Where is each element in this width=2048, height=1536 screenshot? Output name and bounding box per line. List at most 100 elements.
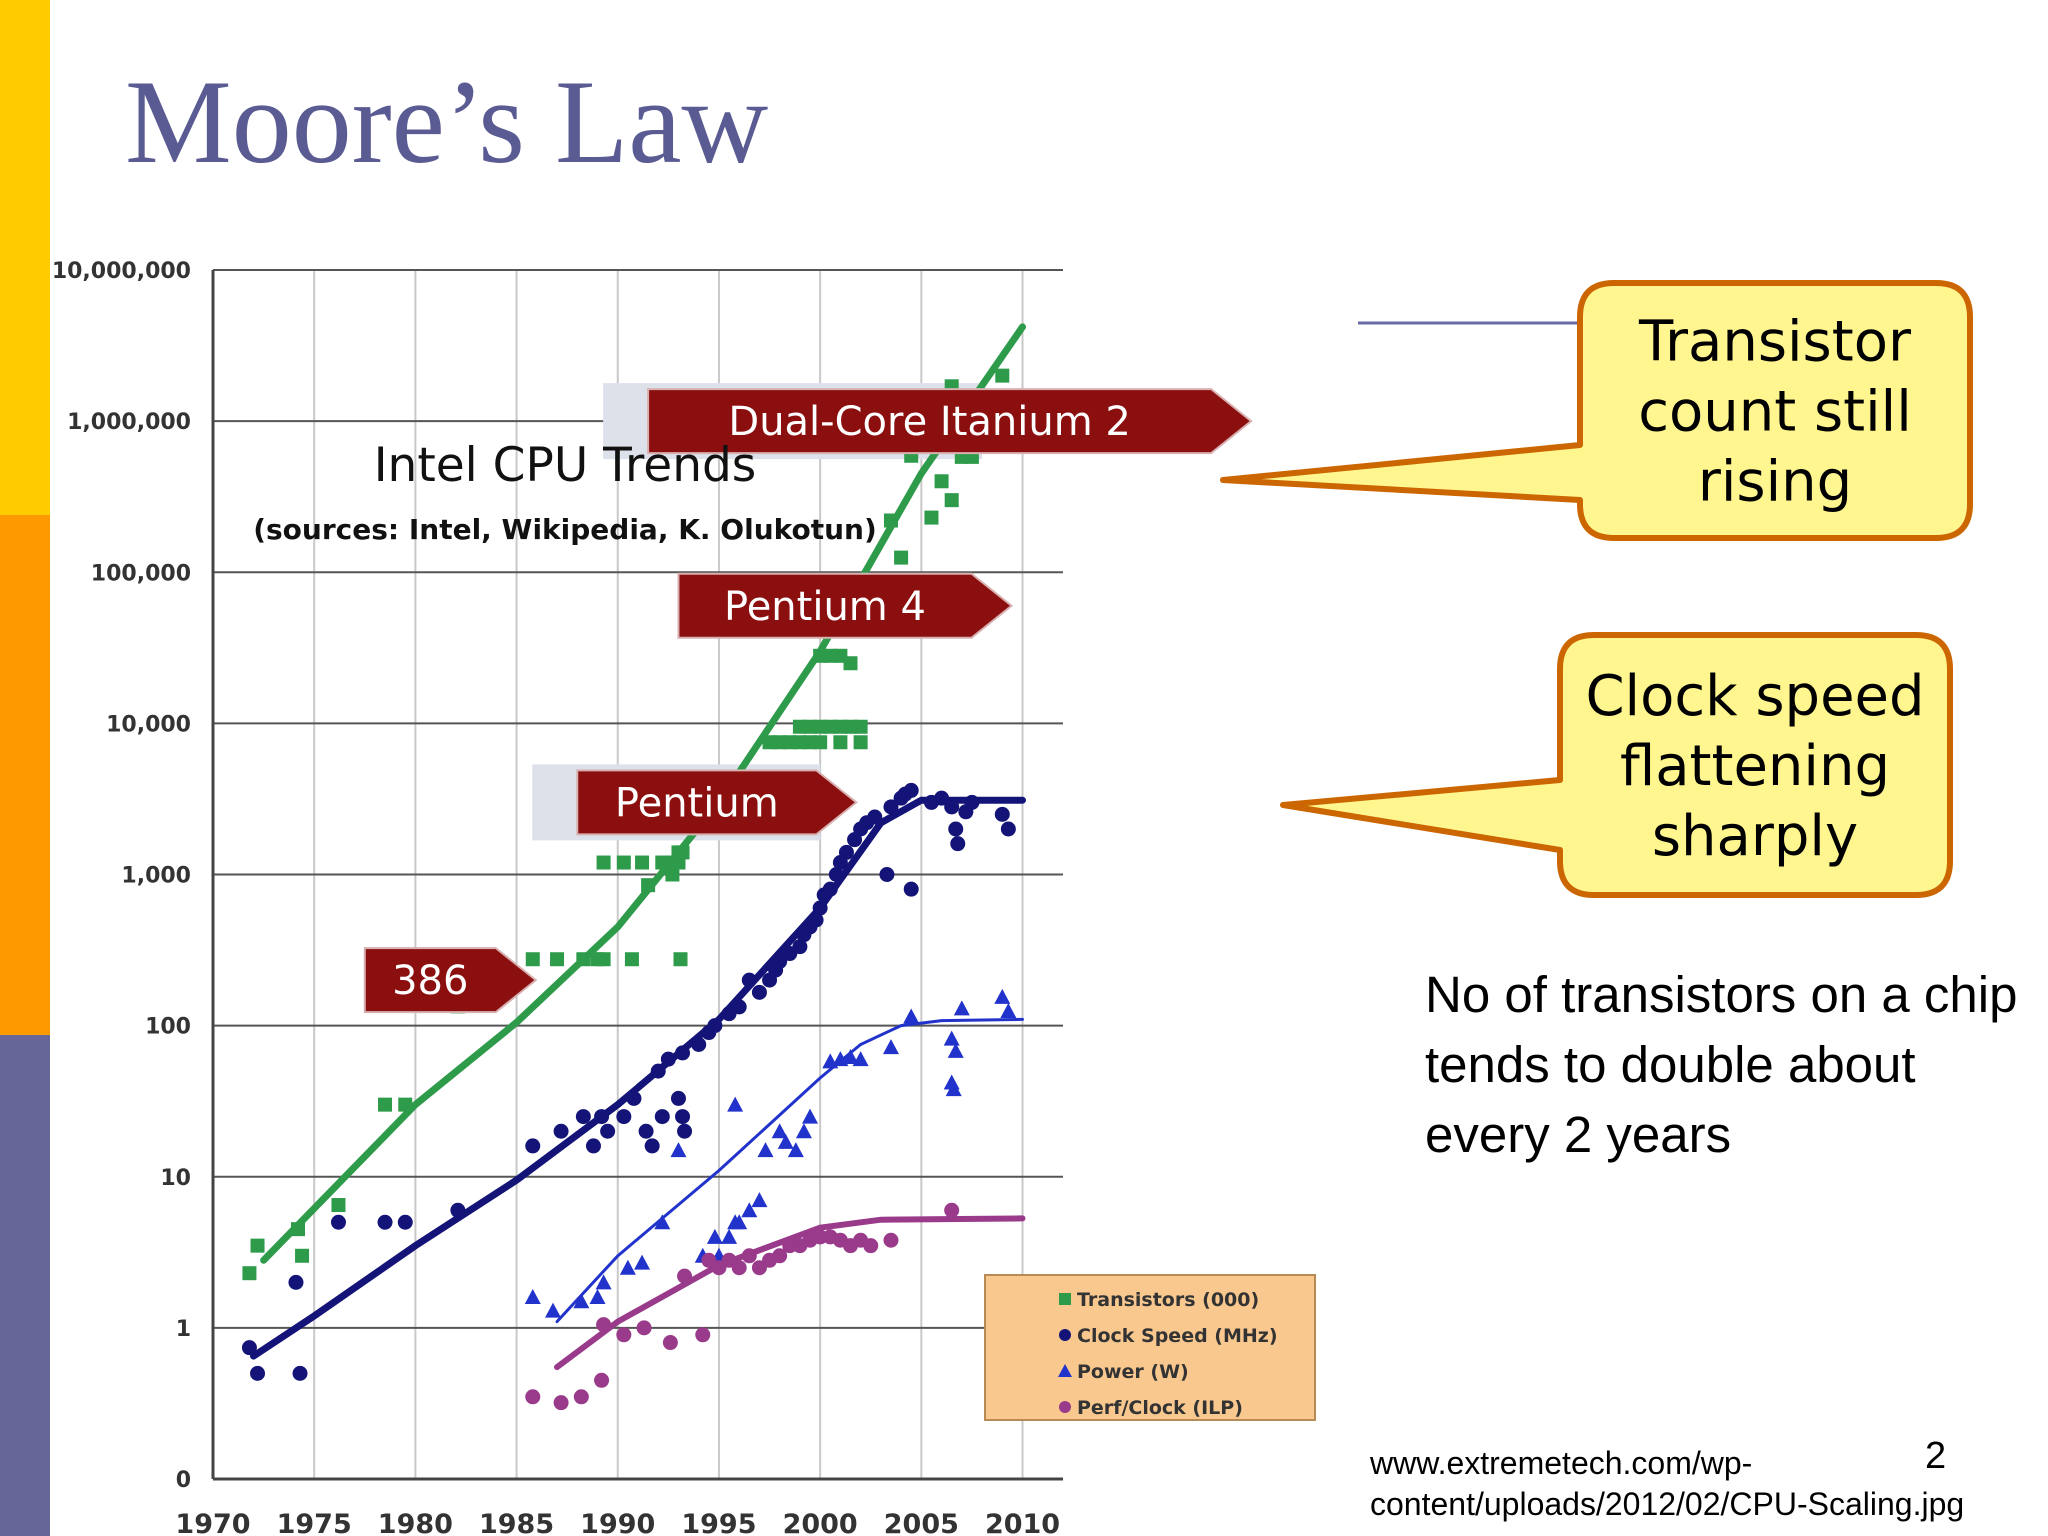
data-point-clock	[677, 1123, 693, 1139]
processor-label: Pentium 4	[724, 584, 926, 630]
data-point-clock	[707, 1018, 723, 1034]
data-point-clock	[792, 939, 808, 955]
processor-label: Pentium	[615, 780, 779, 826]
callout-text-line: sharply	[1652, 804, 1858, 869]
data-point-ilp	[863, 1238, 879, 1254]
data-point-ilp	[662, 1335, 678, 1351]
callout-text-line: count still	[1638, 380, 1912, 445]
data-point-ilp	[883, 1232, 899, 1248]
data-point-clock	[241, 1340, 257, 1356]
data-point-clock	[731, 999, 747, 1015]
data-point-power	[947, 1042, 964, 1058]
data-point-ilp	[636, 1320, 652, 1336]
data-point-transistors	[525, 952, 540, 967]
data-point-clock	[812, 900, 828, 916]
data-point-clock	[867, 809, 883, 825]
data-point-transistors	[944, 493, 959, 508]
data-point-transistors	[295, 1248, 310, 1263]
data-point-clock	[691, 1037, 707, 1053]
legend-label: Power (W)	[1077, 1361, 1189, 1383]
y-tick-label: 1	[176, 1317, 191, 1342]
data-point-clock	[585, 1138, 601, 1154]
chart-subtitle: (sources: Intel, Wikipedia, K. Olukotun)	[253, 513, 877, 546]
x-tick-label: 2010	[985, 1509, 1060, 1535]
x-tick-label: 1985	[479, 1509, 554, 1535]
data-point-clock	[828, 867, 844, 882]
data-point-clock	[650, 1063, 666, 1079]
data-point-transistors	[883, 513, 898, 528]
data-point-clock	[644, 1138, 660, 1154]
page-number: 2	[1925, 1435, 1947, 1477]
data-point-transistors	[675, 845, 690, 860]
data-point-transistors	[576, 952, 591, 967]
data-point-clock	[654, 1109, 670, 1125]
x-tick-label: 1975	[277, 1509, 352, 1535]
data-point-clock	[626, 1090, 642, 1106]
data-point-transistors	[596, 952, 611, 967]
y-tick-label: 1,000,000	[67, 410, 191, 435]
data-point-clock	[1000, 821, 1016, 837]
x-tick-label: 1970	[175, 1509, 250, 1535]
processor-label-arrow	[576, 769, 858, 836]
intel-cpu-trends-chart: 1970 1975 1980 1985 1990 1995 2000 2005 2010 0 1 10…	[52, 259, 1316, 1535]
callout-text-line: Transistor	[1638, 310, 1912, 375]
processor-label: 386	[392, 958, 468, 1004]
legend-label: Clock Speed (MHz)	[1077, 1325, 1278, 1347]
data-point-clock	[553, 1123, 569, 1139]
data-point-power	[771, 1123, 788, 1139]
data-point-clock	[575, 1109, 591, 1125]
processor-label: Dual-Core Itanium 2	[728, 399, 1130, 445]
data-point-transistors	[331, 1198, 346, 1213]
data-point-power	[654, 1214, 671, 1230]
data-point-clock	[994, 806, 1010, 822]
slide-title: Moore’s Law	[125, 55, 769, 188]
data-point-ilp	[677, 1268, 693, 1284]
data-point-clock	[638, 1123, 654, 1139]
x-tick-label: 1995	[681, 1509, 756, 1535]
data-point-transistors	[665, 867, 680, 882]
data-point-clock	[670, 1090, 686, 1106]
data-point-clock	[250, 1365, 266, 1381]
y-tick-label: 10,000,000	[52, 259, 191, 284]
legend-box	[984, 1274, 1316, 1421]
data-point-power	[852, 1051, 869, 1067]
data-point-transistors	[894, 550, 909, 565]
data-point-power	[731, 1214, 748, 1230]
y-tick-label: 10,000	[106, 712, 191, 737]
data-point-power	[589, 1289, 606, 1305]
data-point-transistors	[378, 1097, 393, 1112]
data-point-transistors	[833, 735, 848, 750]
x-tick-label: 1990	[580, 1509, 655, 1535]
data-point-clock	[934, 790, 950, 806]
data-point-clock	[964, 794, 980, 810]
legend-swatch	[1059, 1293, 1071, 1305]
y-tick-label: 1,000	[121, 864, 191, 889]
data-point-clock	[948, 821, 964, 837]
data-point-clock	[944, 799, 960, 815]
data-point-ilp	[573, 1389, 589, 1405]
data-point-transistors	[596, 855, 611, 870]
accent-strip-bottom	[0, 1035, 50, 1536]
data-point-power	[741, 1202, 758, 1218]
data-point-ilp	[616, 1327, 632, 1343]
data-point-power	[943, 1030, 960, 1046]
accent-strip-middle	[0, 515, 50, 1035]
data-point-clock	[751, 984, 767, 1000]
data-point-clock	[450, 1202, 466, 1218]
data-point-clock	[377, 1214, 393, 1230]
processor-label-arrow	[647, 388, 1253, 455]
data-point-power	[524, 1289, 541, 1305]
x-tick-label: 1980	[378, 1509, 453, 1535]
data-point-transistors	[398, 1097, 413, 1112]
y-tick-label: 10	[160, 1166, 191, 1191]
data-point-clock	[838, 844, 854, 860]
source-url-line-1: www.extremetech.com/wp-	[1370, 1445, 1753, 1481]
moores-law-description: No of transistors on a chip tends to dou…	[1425, 966, 2018, 1163]
chart-title: Intel CPU Trends	[374, 438, 757, 493]
data-point-power	[634, 1254, 651, 1270]
data-point-clock	[772, 953, 788, 969]
data-point-transistors	[924, 510, 939, 525]
data-point-transistors	[242, 1266, 257, 1281]
y-tick-label: 100	[145, 1015, 191, 1040]
